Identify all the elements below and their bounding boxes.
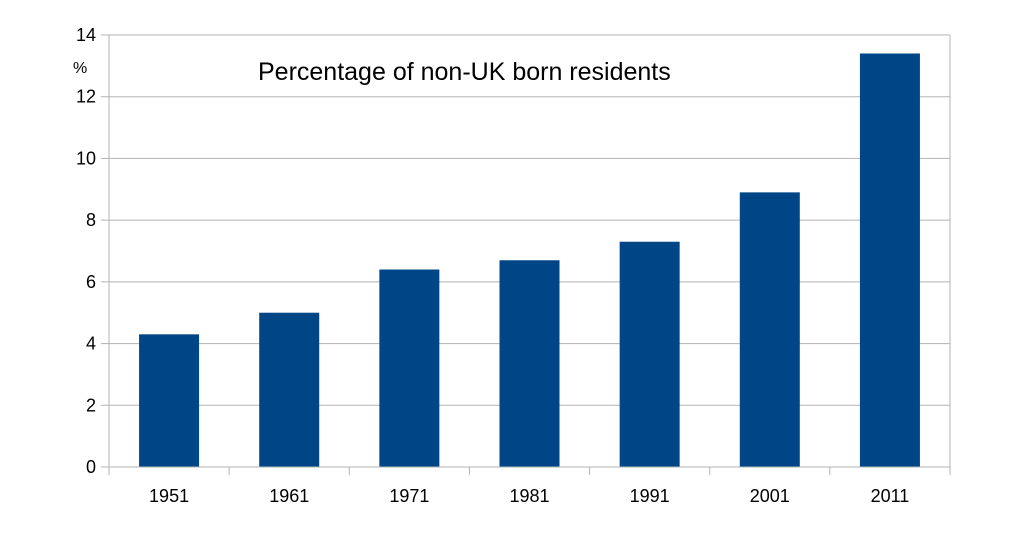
x-tick-label: 1971 <box>389 486 429 506</box>
bar-1961 <box>259 312 320 467</box>
y-tick-label: 14 <box>76 25 96 45</box>
chart-title: Percentage of non-UK born residents <box>258 58 671 86</box>
bars <box>139 53 920 468</box>
bar-1951 <box>139 334 200 467</box>
y-tick-label: 8 <box>86 210 96 230</box>
x-tick-label: 1961 <box>269 486 309 506</box>
y-tick-label: 10 <box>76 148 96 168</box>
x-tick-label: 1991 <box>630 486 670 506</box>
x-tick-label: 2011 <box>871 486 910 506</box>
y-tick-label: 0 <box>86 457 96 477</box>
y-tick-label: 6 <box>86 272 96 292</box>
bar-2011 <box>859 53 920 468</box>
tick-labels: 0 2 4 6 8 10 12 14 1951 1961 1971 1981 1991 2001 2011 <box>76 25 909 506</box>
axes <box>101 34 951 475</box>
y-tick-label: 4 <box>86 334 96 354</box>
bar-2001 <box>739 192 800 467</box>
x-tick-label: 1951 <box>149 486 189 506</box>
bar-1991 <box>619 241 680 467</box>
x-tick-label: 2001 <box>750 486 790 506</box>
bar-1981 <box>499 260 560 467</box>
y-unit-label: % <box>73 60 87 77</box>
y-tick-label: 2 <box>86 395 96 415</box>
x-tick-label: 1981 <box>509 486 549 506</box>
y-tick-label: 12 <box>76 87 96 107</box>
bar-1971 <box>379 269 440 467</box>
